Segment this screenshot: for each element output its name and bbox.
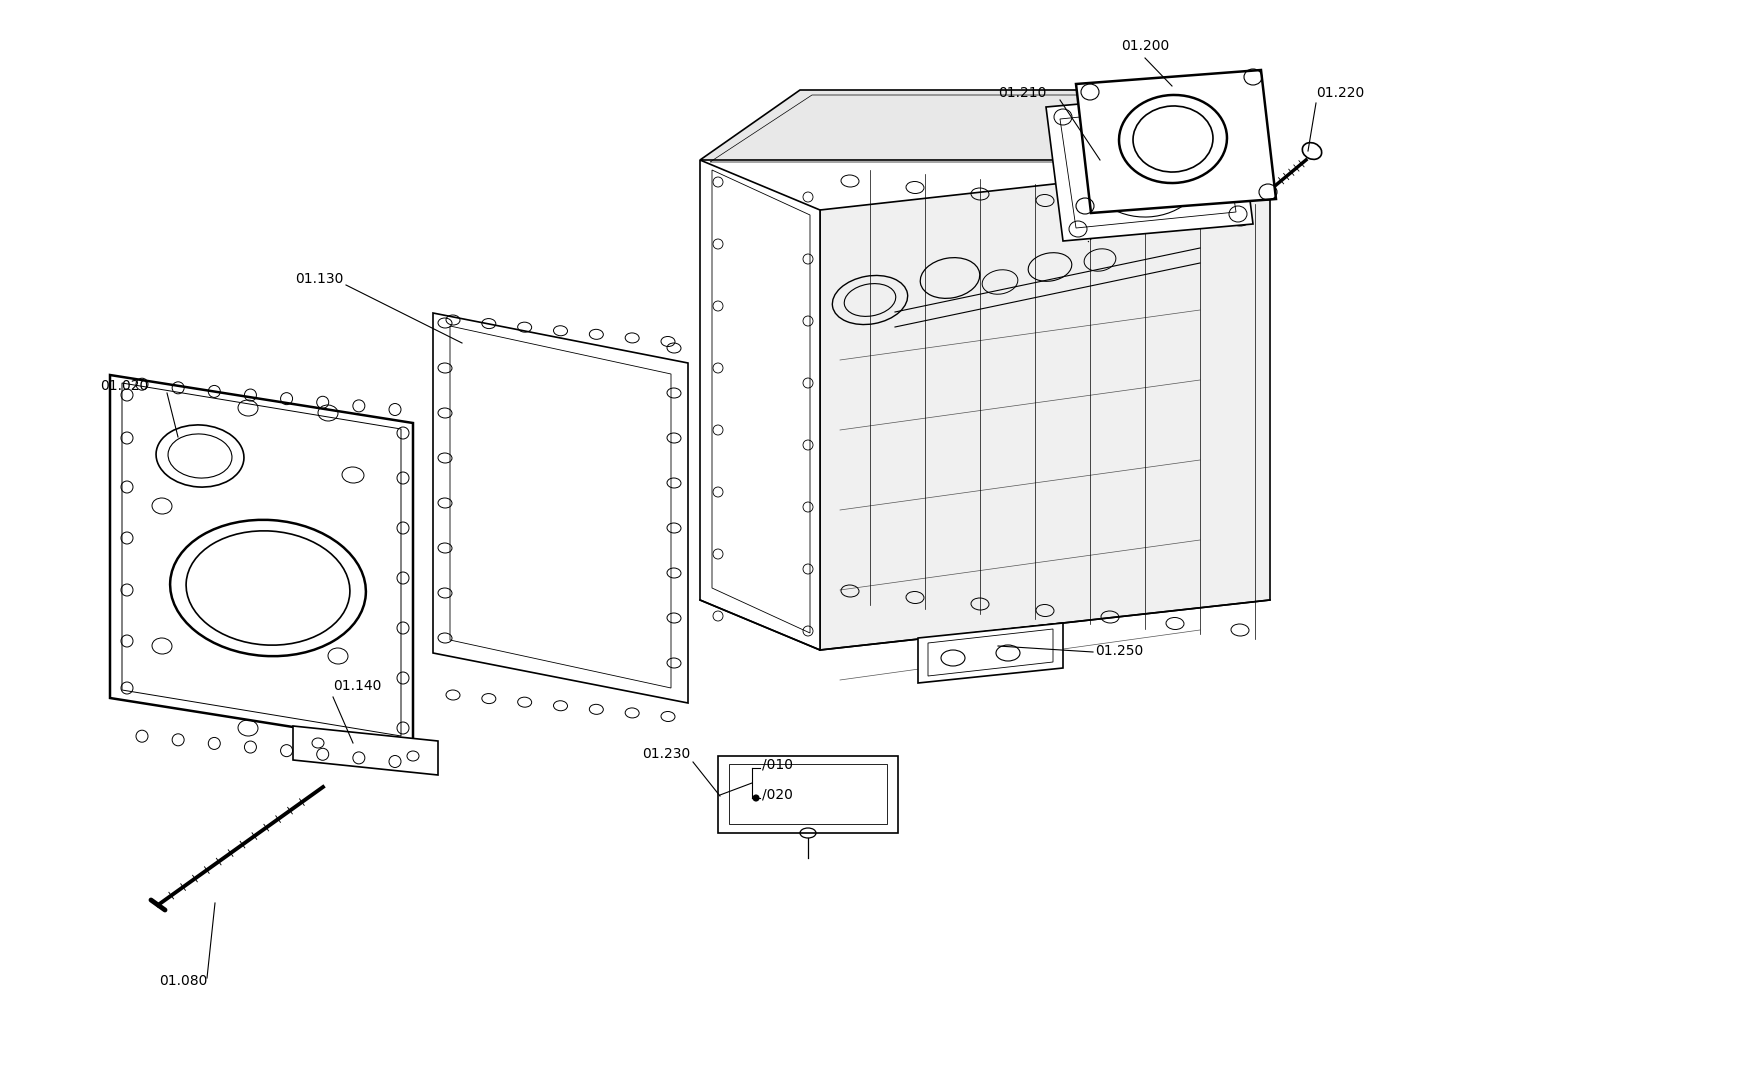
Ellipse shape [752,795,760,801]
Text: 01.210: 01.210 [997,86,1046,100]
Ellipse shape [170,520,366,656]
Text: /020: /020 [761,787,793,801]
Polygon shape [1046,90,1253,241]
Polygon shape [1076,70,1276,213]
Polygon shape [718,756,898,833]
Text: 01.140: 01.140 [332,679,382,693]
Polygon shape [700,90,1241,160]
Text: 01.200: 01.200 [1122,39,1169,53]
Polygon shape [919,623,1062,683]
Polygon shape [292,726,438,775]
Text: 01.130: 01.130 [296,272,343,286]
Text: 01.220: 01.220 [1316,86,1365,100]
Text: 01.080: 01.080 [159,974,206,988]
Text: 01.230: 01.230 [642,747,690,761]
Polygon shape [1048,98,1199,172]
Polygon shape [110,375,413,746]
Text: /010: /010 [761,756,793,771]
Text: 01.020: 01.020 [100,379,149,393]
Polygon shape [821,160,1270,650]
Text: 01.250: 01.250 [1096,644,1143,658]
Polygon shape [700,160,821,650]
